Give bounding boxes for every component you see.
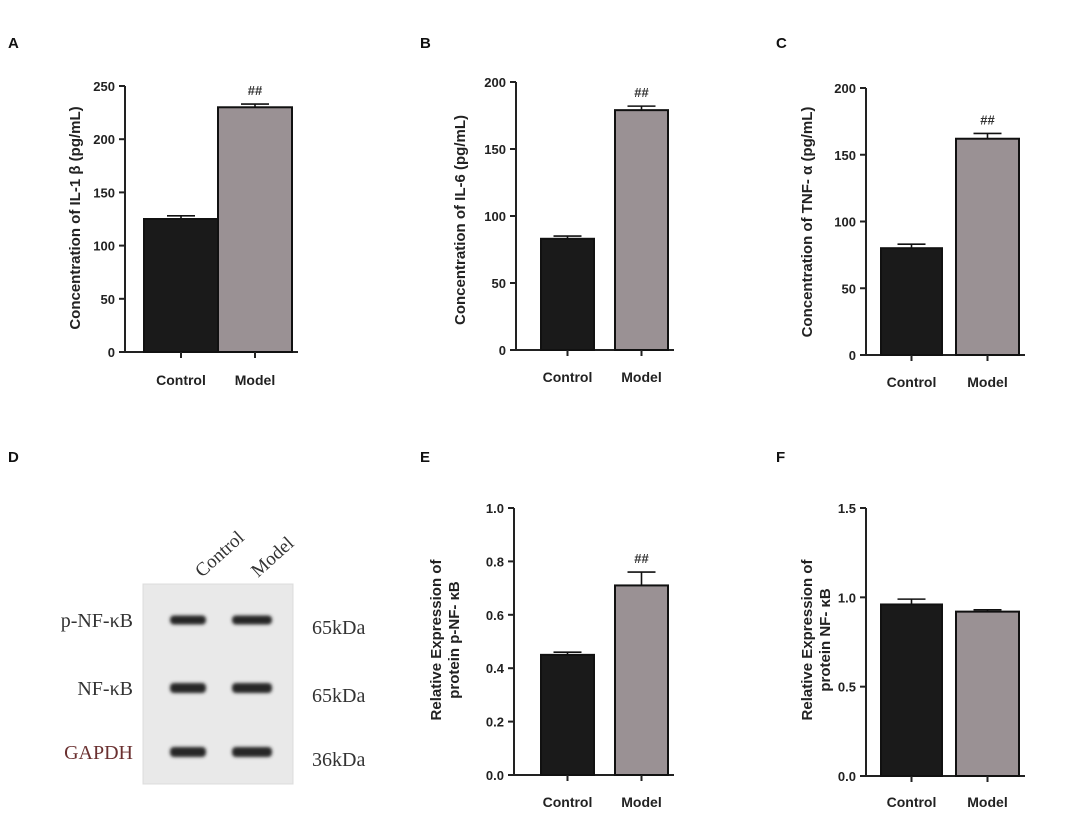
y-axis-label: Relative Expression ofprotein p-NF- κB <box>428 559 463 721</box>
blot-band <box>232 615 272 625</box>
y-tick-label: 0.0 <box>838 769 856 784</box>
y-tick-label: 200 <box>484 75 506 90</box>
panel-letter: D <box>8 449 19 466</box>
y-tick-label: 200 <box>93 132 115 147</box>
y-tick-label: 0 <box>499 343 506 358</box>
chart-panel-f: F 0.0 0.5 1.0 1.5 Relative Expression ofprote… <box>776 449 1025 810</box>
y-tick-label: 100 <box>834 215 856 230</box>
significance-marker: ## <box>634 551 649 566</box>
x-category-label: Model <box>235 372 275 388</box>
y-axis-label: Concentration of IL-6 (pg/mL) <box>452 115 469 325</box>
x-category-label: Model <box>621 369 661 385</box>
y-axis-label-line: protein p-NF- κB <box>446 581 463 699</box>
y-tick-label: 100 <box>484 209 506 224</box>
y-tick-label: 50 <box>492 276 506 291</box>
x-category-label: Control <box>887 794 937 810</box>
blot-size-label: 65kDa <box>312 617 365 639</box>
bar-model <box>955 610 1020 777</box>
x-category-label: Control <box>887 374 937 390</box>
blot-protein-label: NF-κB <box>77 678 133 700</box>
bar-control <box>880 247 943 356</box>
panel-letter: C <box>776 35 787 52</box>
y-axis-label: Relative Expression ofprotein NF- κB <box>799 559 834 721</box>
blot-protein-label: p-NF-κB <box>61 610 133 632</box>
x-category-label: Model <box>967 794 1007 810</box>
charts-layer: A 0 50 100 150 200 250 Concentration of IL-1 β … <box>8 35 1025 810</box>
significance-marker: ## <box>248 83 263 98</box>
y-tick-label: 150 <box>93 185 115 200</box>
y-tick-label: 0.2 <box>486 715 504 730</box>
blot-border <box>142 583 294 785</box>
bar-control <box>540 653 595 776</box>
y-tick-label: 1.0 <box>838 590 856 605</box>
bar-control <box>880 603 943 777</box>
blot-lane-label: Model <box>247 533 298 582</box>
x-category-label: Control <box>156 372 206 388</box>
chart-panel-c: C 0 50 100 150 200 Concentration of TNF- α (pg… <box>776 35 1025 390</box>
y-tick-label: 0 <box>108 345 115 360</box>
y-tick-label: 0 <box>849 348 856 363</box>
bar-control <box>143 218 219 353</box>
bar-model <box>614 584 669 776</box>
y-tick-label: 150 <box>484 142 506 157</box>
y-tick-label: 50 <box>101 292 115 307</box>
chart-panel-a: A 0 50 100 150 200 250 Concentration of IL-1 β … <box>8 35 298 388</box>
bar-model <box>614 109 669 351</box>
significance-marker: ## <box>980 112 995 127</box>
y-axis-label-line: Relative Expression of <box>428 559 445 721</box>
y-axis-label-line: protein NF- κB <box>817 588 834 692</box>
y-tick-label: 0.0 <box>486 768 504 783</box>
blot-protein-label: GAPDH <box>64 742 133 764</box>
y-tick-label: 0.5 <box>838 680 856 695</box>
y-tick-label: 1.0 <box>486 501 504 516</box>
y-tick-label: 250 <box>93 79 115 94</box>
significance-marker: ## <box>634 85 649 100</box>
panel-letter: E <box>420 449 430 466</box>
y-tick-label: 50 <box>842 281 856 296</box>
y-tick-label: 0.8 <box>486 554 504 569</box>
blot-band <box>232 747 272 757</box>
y-tick-label: 1.5 <box>838 501 856 516</box>
blot-band <box>170 747 206 757</box>
y-tick-label: 0.6 <box>486 608 504 623</box>
panel-letter: F <box>776 449 785 466</box>
blot-size-label: 65kDa <box>312 685 365 707</box>
y-axis-label: Concentration of TNF- α (pg/mL) <box>799 107 816 338</box>
y-tick-label: 100 <box>93 239 115 254</box>
blot-lane-label: Control <box>191 527 248 581</box>
blot-size-label: 36kDa <box>312 749 365 771</box>
x-category-label: Model <box>967 374 1007 390</box>
blot-band <box>232 683 272 693</box>
blot-band <box>170 615 206 625</box>
y-tick-label: 0.4 <box>486 661 505 676</box>
x-category-label: Model <box>621 794 661 810</box>
y-axis-label-line: Relative Expression of <box>799 559 816 721</box>
y-tick-label: 150 <box>834 148 856 163</box>
chart-panel-e: E 0.0 0.2 0.4 0.6 0.8 1.0 Relative Expression o… <box>420 449 674 810</box>
chart-panel-b: B 0 50 100 150 200 Concentration of IL-6 (pg/m… <box>420 35 674 385</box>
bar-control <box>540 237 595 351</box>
y-axis-label: Concentration of IL-1 β (pg/mL) <box>67 106 84 329</box>
blot-band <box>170 683 206 693</box>
x-category-label: Control <box>543 794 593 810</box>
panel-letter: B <box>420 35 431 52</box>
bar-model <box>217 106 293 353</box>
bar-model <box>955 137 1020 356</box>
y-tick-label: 200 <box>834 81 856 96</box>
panel-letter: A <box>8 35 19 52</box>
x-category-label: Control <box>543 369 593 385</box>
